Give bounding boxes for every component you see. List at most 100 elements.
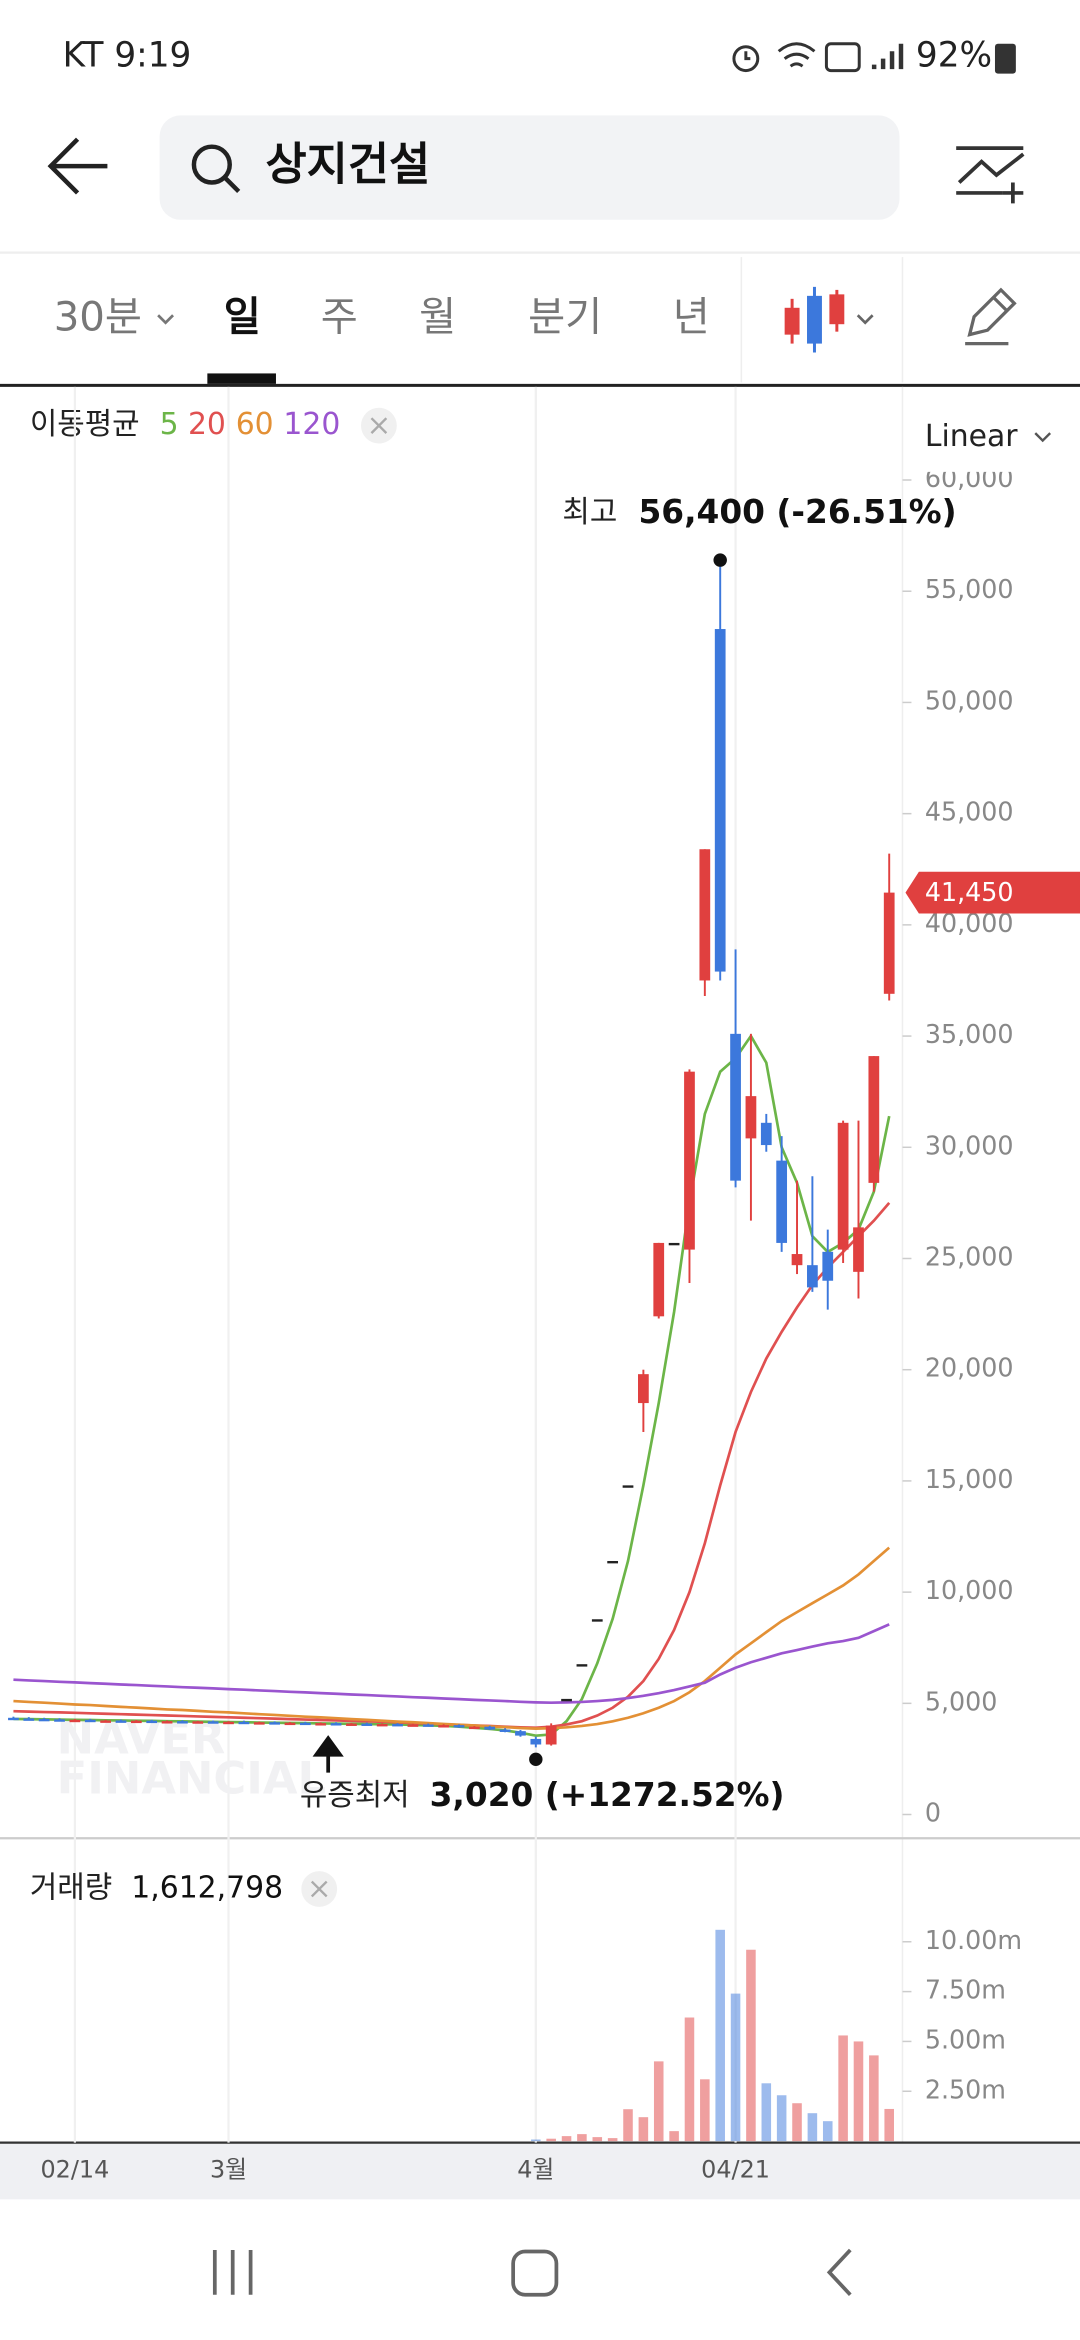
high-title: 최고 bbox=[562, 495, 617, 530]
candle-body bbox=[714, 629, 726, 972]
y-tick-label: 25,000 bbox=[925, 1241, 1014, 1271]
candle-body bbox=[453, 1725, 465, 1728]
volume-bar bbox=[684, 2017, 695, 2142]
candle-body bbox=[745, 1096, 757, 1139]
volume-bar bbox=[577, 2134, 587, 2142]
candle-body bbox=[791, 1254, 803, 1266]
ma-line bbox=[13, 1623, 890, 1705]
battery-icon bbox=[994, 43, 1016, 74]
period-tab[interactable]: 월 bbox=[419, 295, 456, 341]
candle-body bbox=[392, 1724, 403, 1727]
volume-bar bbox=[761, 2083, 772, 2142]
candle-body bbox=[223, 1721, 234, 1725]
low-title: 유증최저 bbox=[300, 1778, 410, 1813]
legend-close-x bbox=[370, 417, 388, 434]
period-tab[interactable]: 년 bbox=[673, 295, 710, 341]
candle-body bbox=[868, 1056, 880, 1183]
volume-bar bbox=[853, 2041, 864, 2142]
candle-body bbox=[883, 892, 895, 994]
legend-entry: 120 bbox=[283, 407, 340, 442]
y-tick-label: 20,000 bbox=[925, 1353, 1014, 1383]
candle-body bbox=[438, 1725, 450, 1728]
y-tick-label: 10,000 bbox=[925, 1575, 1014, 1605]
period-tab[interactable]: 주 bbox=[321, 295, 358, 341]
candle-body bbox=[545, 1725, 557, 1745]
candle-body bbox=[776, 1160, 788, 1243]
candle-body bbox=[8, 1717, 19, 1721]
candle-body bbox=[468, 1726, 480, 1730]
volume-bar bbox=[607, 2138, 618, 2142]
candle-body bbox=[530, 1738, 542, 1745]
candle-body bbox=[361, 1723, 373, 1726]
price-tag-label: 41,450 bbox=[925, 877, 1014, 907]
high-marker bbox=[713, 553, 727, 567]
ma-line bbox=[13, 1546, 891, 1730]
scale-selector[interactable]: Linear bbox=[925, 419, 1018, 454]
candle-body bbox=[591, 1619, 603, 1622]
candle-body bbox=[253, 1722, 265, 1725]
y-tick-label: 35,000 bbox=[925, 1019, 1014, 1049]
candle-body bbox=[576, 1664, 588, 1667]
volume-bar bbox=[715, 1929, 725, 2142]
volume-bar bbox=[669, 2131, 679, 2142]
candle-body bbox=[607, 1560, 619, 1564]
candle-body bbox=[69, 1719, 81, 1723]
volume-bar bbox=[838, 2035, 848, 2142]
candle-body bbox=[299, 1722, 311, 1726]
candle-body bbox=[207, 1721, 219, 1724]
nav-back[interactable] bbox=[826, 2248, 852, 2297]
volume-close-x bbox=[310, 1880, 328, 1898]
status-carrier-time: KT 9:19 bbox=[63, 36, 192, 76]
y-tick-label: 55,000 bbox=[925, 574, 1014, 604]
ma-title: 이동평균 bbox=[30, 407, 140, 442]
volume-bar bbox=[884, 2108, 894, 2142]
y-tick-label: 5,000 bbox=[925, 1686, 998, 1716]
y-tick-label: 60,000 bbox=[925, 463, 1014, 493]
candle-body bbox=[284, 1722, 296, 1726]
period-tab[interactable]: 분기 bbox=[528, 295, 602, 341]
candle-body bbox=[837, 1122, 849, 1250]
ma-legend: 이동평균 5 20 60 120 bbox=[30, 407, 397, 444]
x-tick-label: 04/21 bbox=[701, 2155, 770, 2183]
candle-body bbox=[177, 1721, 188, 1724]
period-tab[interactable]: 30분 bbox=[54, 295, 142, 341]
search-box[interactable] bbox=[159, 115, 900, 220]
period-tab[interactable]: 일 bbox=[224, 295, 261, 341]
tab-underline bbox=[207, 373, 276, 384]
volume-bar bbox=[730, 1993, 741, 2142]
volume-y-tick-label: 2.50m bbox=[925, 2074, 1006, 2104]
candle-body bbox=[100, 1720, 111, 1723]
x-axis-band bbox=[0, 2142, 1080, 2200]
volume-title: 거래량 bbox=[30, 1871, 112, 1906]
volume-bar bbox=[700, 2079, 710, 2142]
tab-chevron bbox=[157, 314, 174, 325]
period-tabs: 30분 일 주 월 분기 년 bbox=[54, 295, 710, 384]
price-tag bbox=[905, 871, 1080, 914]
draw-button[interactable] bbox=[965, 287, 1017, 346]
add-chart-button[interactable] bbox=[956, 146, 1025, 204]
candle-body bbox=[638, 1374, 649, 1404]
ma-line bbox=[13, 1033, 891, 1738]
volume-bar bbox=[623, 2109, 633, 2142]
volume-bar bbox=[638, 2117, 649, 2142]
candle-body bbox=[38, 1718, 50, 1722]
volume-last: 1,612,798 bbox=[131, 1871, 283, 1906]
candle-body bbox=[653, 1242, 665, 1317]
x-tick-label: 02/14 bbox=[41, 2155, 110, 2183]
candle-type-button[interactable] bbox=[784, 286, 874, 353]
volume-bar bbox=[746, 1949, 756, 2142]
candle-body bbox=[315, 1723, 327, 1726]
plot: 02/14 3월 4월 04/21NAVERFINANCIAL05,00010,000… bbox=[8, 386, 1080, 2183]
volume-y-tick-label: 5.00m bbox=[925, 2024, 1006, 2054]
volume-bar bbox=[776, 2095, 787, 2142]
candle-body bbox=[376, 1724, 388, 1727]
nav-home[interactable] bbox=[511, 2249, 559, 2297]
candle-body bbox=[161, 1721, 173, 1724]
volume-bar bbox=[592, 2137, 603, 2142]
nav-recent[interactable] bbox=[212, 2250, 253, 2295]
back-button[interactable] bbox=[47, 137, 108, 195]
volume-bar bbox=[807, 2113, 818, 2142]
x-tick-label: 3월 bbox=[210, 2155, 247, 2183]
candle-body bbox=[146, 1720, 158, 1724]
